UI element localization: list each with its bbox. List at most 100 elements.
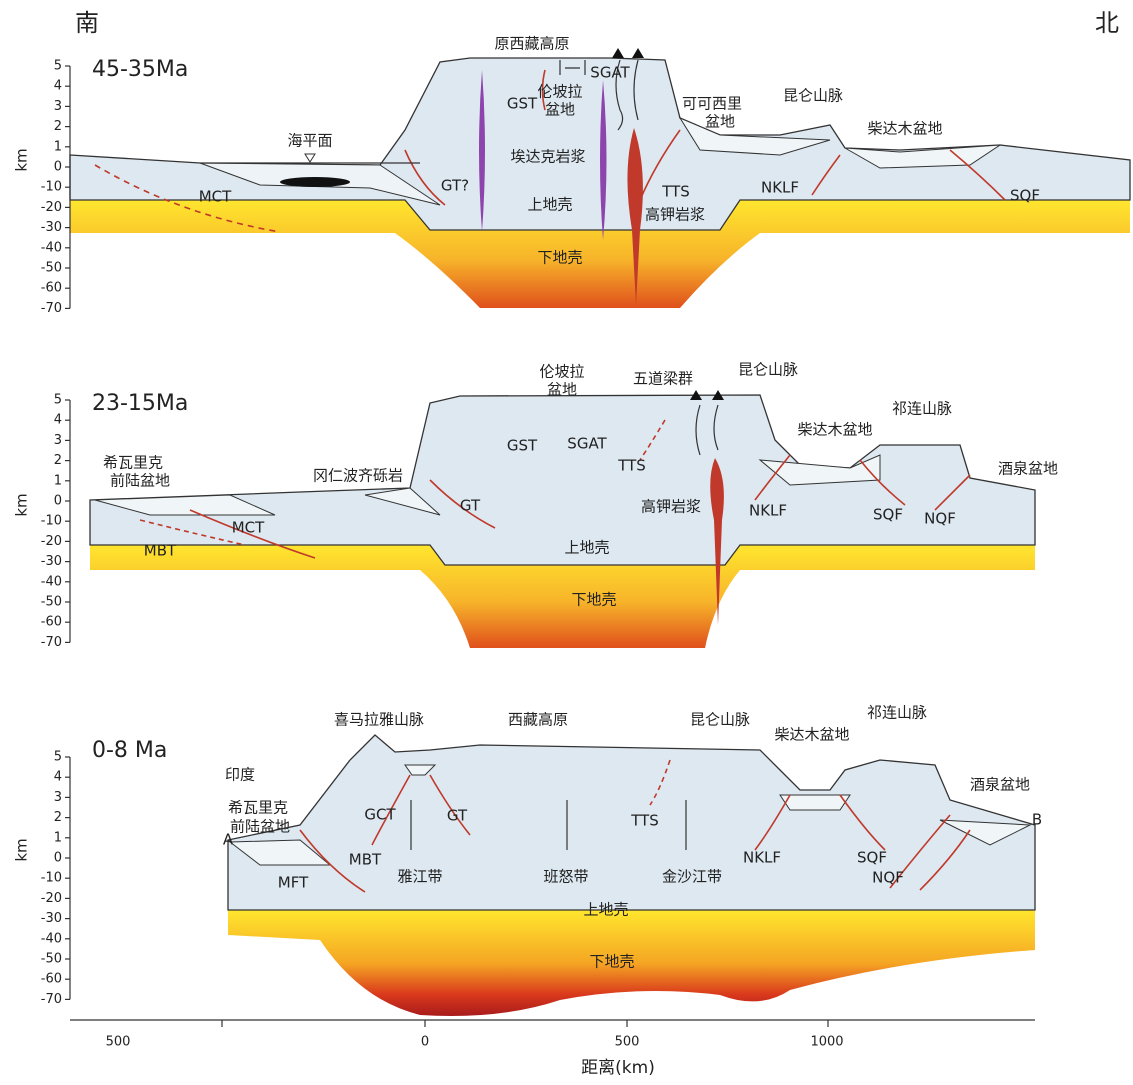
annotation: 前陆盆地 — [110, 472, 170, 490]
y-tick-label: 2 — [54, 453, 62, 468]
annotation: 希瓦里克 — [103, 454, 163, 472]
annotation: GST — [507, 95, 538, 113]
y-tick-label: -10 — [41, 514, 62, 529]
annotation: TTS — [630, 812, 659, 830]
annotation: GT? — [441, 177, 469, 195]
y-tick-label: -50 — [41, 952, 62, 967]
annotation: 柴达木盆地 — [867, 120, 942, 138]
annotation: A — [223, 831, 234, 849]
y-tick-label: -30 — [41, 911, 62, 926]
annotation: 伦坡拉 — [537, 83, 582, 101]
annotation: 盆地 — [545, 101, 575, 119]
annotation: TTS — [617, 457, 646, 475]
annotation: SQF — [873, 506, 903, 524]
annotation: NKLF — [743, 849, 781, 867]
annotation: 前陆盆地 — [230, 818, 290, 836]
annotation: 金沙江带 — [662, 868, 722, 886]
annotation: GT — [460, 497, 481, 515]
y-tick-label: -50 — [41, 595, 62, 610]
annotation: 昆仑山脉 — [738, 361, 798, 379]
y-axis-label: km — [13, 148, 31, 171]
annotation: 昆仑山脉 — [690, 711, 750, 729]
annotation: 祁连山脉 — [892, 400, 952, 418]
annotation: 高钾岩浆 — [645, 206, 705, 224]
annotation: 上地壳 — [583, 901, 628, 919]
annotation: 盆地 — [705, 113, 735, 131]
y-tick-label: -20 — [41, 534, 62, 549]
annotation: 伦坡拉 — [539, 363, 584, 381]
annotation: MFT — [278, 874, 309, 892]
y-tick-label: -60 — [41, 615, 62, 630]
annotation: NKLF — [749, 502, 787, 520]
annotation: 酒泉盆地 — [970, 776, 1030, 794]
annotation: 班怒带 — [543, 868, 588, 886]
annotation: 下地壳 — [589, 953, 634, 971]
y-tick-label: 1 — [54, 473, 62, 488]
y-tick-label: -10 — [41, 871, 62, 886]
y-tick-label: 1 — [54, 830, 62, 845]
y-tick-label: -30 — [41, 554, 62, 569]
annotation: 冈仁波齐砾岩 — [313, 467, 403, 485]
y-tick-label: -40 — [41, 931, 62, 946]
panel-age: 45-35Ma — [92, 57, 188, 82]
panel-age: 23-15Ma — [92, 391, 188, 416]
annotation: 印度 — [225, 766, 255, 784]
annotation: MCT — [199, 188, 232, 206]
x-axis-label: 距离(km) — [581, 1058, 655, 1078]
annotation: 原西藏高原 — [494, 35, 569, 53]
annotation: 雅江带 — [397, 868, 442, 886]
y-tick-label: 5 — [54, 750, 62, 765]
annotation: MCT — [232, 519, 265, 537]
y-tick-label: 0 — [54, 851, 62, 866]
annotation: GCT — [364, 806, 396, 824]
x-tick-label: 500 — [106, 1035, 131, 1050]
annotation: MBT — [349, 851, 382, 869]
y-tick-label: -60 — [41, 972, 62, 987]
annotation: GT — [447, 807, 468, 825]
y-tick-label: 2 — [54, 119, 62, 134]
y-tick-label: 5 — [54, 393, 62, 408]
annotation: 希瓦里克 — [228, 799, 288, 817]
y-tick-label: -10 — [41, 180, 62, 195]
y-tick-label: -60 — [41, 281, 62, 296]
y-tick-label: 5 — [54, 59, 62, 74]
x-tick-label: 500 — [615, 1035, 640, 1050]
y-tick-label: -30 — [41, 220, 62, 235]
annotation: MBT — [144, 542, 177, 560]
annotation: SGAT — [567, 435, 607, 453]
annotation: 喜马拉雅山脉 — [334, 711, 424, 729]
y-tick-label: -70 — [41, 635, 62, 650]
annotation: NKLF — [761, 179, 799, 197]
y-tick-label: 2 — [54, 810, 62, 825]
y-tick-label: 4 — [54, 770, 62, 785]
x-tick-label: 1000 — [810, 1035, 843, 1050]
annotation: GST — [507, 437, 538, 455]
annotation: TTS — [661, 183, 690, 201]
annotation: 可可西里 — [682, 95, 742, 113]
y-tick-label: -20 — [41, 200, 62, 215]
north-label: 北 — [1095, 9, 1119, 37]
y-axis-label: km — [13, 838, 31, 861]
annotation: 柴达木盆地 — [797, 421, 872, 439]
y-tick-label: -40 — [41, 240, 62, 255]
y-tick-label: 3 — [54, 433, 62, 448]
y-tick-label: -70 — [41, 992, 62, 1007]
y-tick-label: -40 — [41, 574, 62, 589]
panel-3-section — [227, 734, 1036, 1016]
panel-age: 0-8 Ma — [92, 738, 167, 763]
annotation: SQF — [1010, 187, 1040, 205]
annotation: 高钾岩浆 — [641, 498, 701, 516]
annotation: 柴达木盆地 — [774, 726, 849, 744]
panel-2-section — [89, 390, 1036, 648]
south-label: 南 — [75, 9, 99, 37]
y-tick-label: 0 — [54, 494, 62, 509]
annotation: 昆仑山脉 — [783, 87, 843, 105]
annotation: NQF — [924, 510, 956, 528]
y-tick-label: 4 — [54, 413, 62, 428]
annotation: 西藏高原 — [508, 711, 568, 729]
annotation: 埃达克岩浆 — [510, 148, 585, 166]
y-tick-label: 1 — [54, 139, 62, 154]
annotation: SGAT — [590, 64, 630, 82]
annotation: SQF — [857, 849, 887, 867]
